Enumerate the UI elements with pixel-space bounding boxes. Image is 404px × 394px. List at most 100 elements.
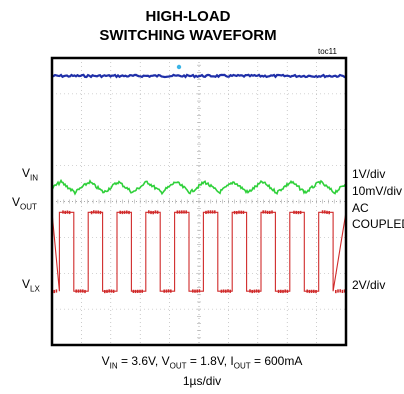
series-vlx-sample — [128, 210, 130, 215]
series-vlx-sample — [148, 210, 150, 214]
series-vlx-sample — [238, 210, 240, 214]
series-vlx-sample — [211, 210, 214, 214]
series-vlx-sample — [293, 210, 295, 214]
scope-traces — [51, 64, 347, 294]
series-vlx-sample — [328, 211, 330, 215]
series-vlx-sample — [97, 210, 99, 214]
label-vout: VOUT — [12, 195, 37, 212]
series-vlx-sample — [170, 289, 172, 293]
series-vlx-sample — [240, 210, 242, 214]
series-vlx-sample — [339, 289, 341, 293]
series-vlx-sample — [150, 210, 152, 215]
scale-vin: 1V/div — [352, 167, 386, 181]
series-vlx-sample — [225, 289, 227, 293]
series-vlx-sample — [249, 289, 251, 293]
series-vlx-sample — [181, 210, 183, 214]
series-vlx-sample — [236, 211, 238, 215]
series-vout-trace — [51, 178, 347, 196]
series-vlx-sample — [324, 210, 326, 214]
chart-title-line2: SWITCHING WAVEFORM — [99, 27, 277, 44]
series-vlx-sample — [321, 210, 324, 214]
series-vlx-sample — [156, 210, 159, 214]
scope-grid — [51, 57, 347, 346]
timebase-label: 1µs/div — [182, 374, 222, 388]
scale-vlx: 2V/div — [352, 278, 386, 292]
series-vlx-sample — [194, 289, 196, 293]
series-vlx-sample — [335, 289, 337, 294]
series-vlx-sample — [68, 210, 71, 215]
series-vlx-sample — [253, 289, 256, 293]
series-vlx-sample — [66, 210, 69, 214]
scope-frame — [50, 56, 348, 347]
series-vlx-sample — [266, 210, 269, 214]
series-vlx-sample — [84, 289, 86, 294]
series-vlx-sample — [341, 289, 344, 294]
series-vlx-sample — [112, 289, 115, 293]
series-vlx-sample — [308, 289, 311, 294]
series-vlx-sample — [132, 289, 135, 293]
series-vlx-sample — [233, 210, 236, 215]
series-vlx-sample — [167, 289, 170, 293]
series-vlx-sample — [207, 210, 209, 214]
series-vlx-sample — [126, 210, 128, 214]
series-vlx-sample — [90, 211, 93, 215]
series-vlx-sample — [139, 289, 141, 293]
chart-title-line1: HIGH-LOAD — [145, 8, 231, 25]
series-vlx-sample — [282, 289, 284, 294]
figure-id: toc11 — [318, 47, 337, 56]
series-vlx-sample — [310, 289, 313, 293]
series-vlx-sample — [62, 210, 64, 214]
series-vlx-sample — [119, 210, 121, 214]
series-vlx-sample — [192, 289, 194, 293]
series-vlx-sample — [64, 210, 66, 215]
series-vlx-sample — [104, 289, 106, 294]
series-vlx-sample — [258, 289, 260, 293]
series-vlx-sample — [286, 289, 289, 293]
series-vlx-sample — [242, 210, 245, 214]
series-vlx-sample — [77, 289, 80, 293]
scale-vout: 10mV/div — [352, 184, 403, 198]
series-vlx-sample — [306, 289, 308, 293]
series-vlx-sample — [229, 289, 231, 293]
trigger-marker — [176, 64, 182, 70]
series-vlx-sample — [220, 289, 223, 293]
series-vlx-sample — [284, 289, 286, 293]
series-vlx-sample — [271, 210, 273, 214]
series-vlx-sample — [262, 210, 264, 214]
series-vlx-sample — [280, 289, 282, 293]
series-vlx-sample — [295, 210, 297, 215]
series-vlx-sample — [152, 211, 154, 215]
series-vlx-sample — [110, 289, 113, 293]
series-vlx-sample — [297, 210, 300, 215]
series-vlx-sample — [205, 210, 207, 215]
series-vlx-sample — [178, 210, 181, 214]
series-vlx-sample — [277, 289, 280, 294]
series-vlx-sample — [337, 289, 339, 293]
series-vlx-sample — [299, 210, 302, 215]
series-vlx-sample — [141, 289, 143, 293]
series-vlx-sample — [55, 289, 58, 293]
series-vlx-sample — [251, 289, 253, 294]
series-vlx-sample — [264, 210, 267, 214]
label-vlx: VLX — [22, 277, 40, 294]
series-vlx-sample — [222, 289, 225, 293]
series-vlx-sample — [93, 210, 95, 214]
coupling-line1: AC — [352, 201, 369, 215]
series-vlx-sample — [106, 289, 108, 293]
series-vlx-sample — [185, 210, 187, 214]
series-vlx-sample — [255, 289, 258, 293]
series-vlx-sample — [326, 210, 328, 214]
series-vlx-sample — [79, 289, 82, 293]
series-vlx-sample — [227, 289, 229, 293]
series-vlx-sample — [99, 210, 102, 215]
series-vlx-sample — [343, 289, 346, 293]
series-vlx-sample — [134, 289, 137, 294]
series-vlx-sample — [196, 289, 198, 293]
series-vlx-sample — [313, 289, 315, 293]
coupling-line2: COUPLED — [352, 217, 404, 231]
series-vlx-sample — [176, 210, 179, 214]
series-vlx-sample — [315, 289, 317, 294]
series-vlx-sample — [269, 210, 271, 214]
series-vlx-sample — [108, 289, 110, 293]
